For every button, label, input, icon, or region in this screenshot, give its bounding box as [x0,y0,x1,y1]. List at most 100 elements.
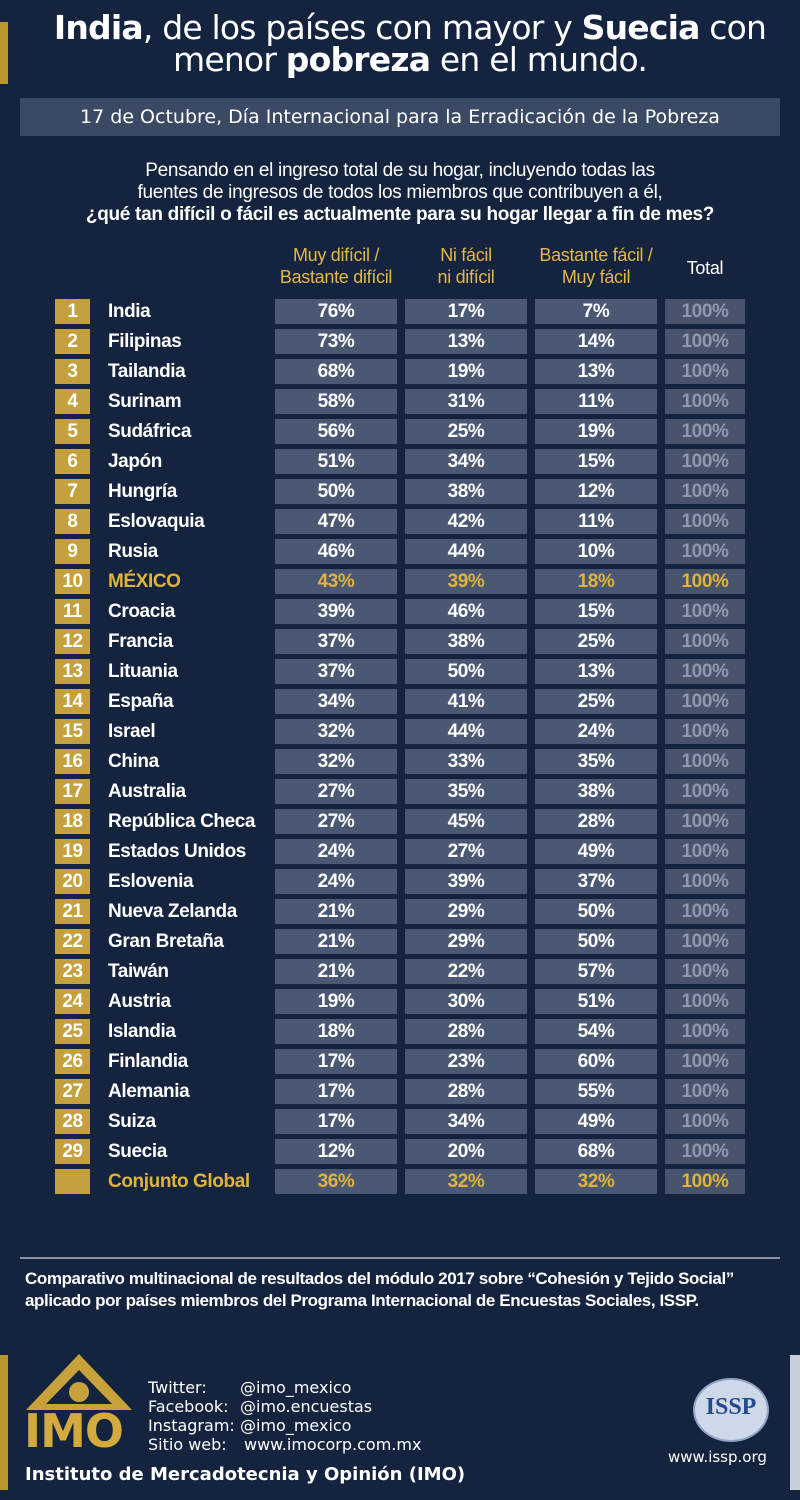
social-label: Instagram: [148,1416,235,1435]
value-cell: 60% [535,1049,657,1074]
rank-badge: 27 [55,1079,90,1104]
country-name: Estados Unidos [108,841,246,862]
country-name: Croacia [108,601,175,622]
total-cell: 100% [665,989,745,1014]
rank-badge: 23 [55,959,90,984]
value-cell: 49% [535,839,657,864]
value-cell: 38% [405,479,527,504]
value-cell: 49% [535,1109,657,1134]
value-cell: 12% [275,1139,397,1164]
value-cell: 17% [275,1079,397,1104]
country-name: República Checa [108,811,256,832]
value-cell: 11% [535,389,657,414]
value-cell: 32% [405,1169,527,1194]
title-part: con [699,8,767,47]
rank-badge: 17 [55,779,90,804]
total-cell: 100% [665,539,745,564]
value-cell: 43% [275,569,397,594]
global-label: Conjunto Global [108,1171,250,1192]
country-name: España [108,691,174,712]
country-name: Australia [108,781,186,802]
rank-badge: 26 [55,1049,90,1074]
value-cell: 37% [275,659,397,684]
country-name: Rusia [108,541,158,562]
value-cell: 17% [275,1049,397,1074]
country-name: Filipinas [108,331,182,352]
rank-badge: 1 [55,299,90,324]
rank-badge [55,1169,90,1194]
value-cell: 21% [275,929,397,954]
column-header: Total [686,258,724,278]
rank-badge: 15 [55,719,90,744]
imo-logo: IMO [24,1404,124,1458]
value-cell: 20% [405,1139,527,1164]
total-cell: 100% [665,779,745,804]
title-part: menor [172,40,286,79]
value-cell: 19% [405,359,527,384]
social-handle: www.imocorp.com.mx [244,1435,422,1454]
rank-badge: 9 [55,539,90,564]
value-cell: 21% [275,959,397,984]
total-cell: 100% [665,659,745,684]
value-cell: 18% [535,569,657,594]
total-cell: 100% [665,359,745,384]
country-name: Suiza [108,1111,156,1132]
rank-badge: 6 [55,449,90,474]
column-header: Bastante fácil / [539,245,653,265]
organization: Instituto de Mercadotecnia y Opinión (IM… [25,1464,466,1485]
value-cell: 36% [275,1169,397,1194]
rank-badge: 12 [55,629,90,654]
total-cell: 100% [665,959,745,984]
accent-bar [0,22,8,84]
value-cell: 58% [275,389,397,414]
value-cell: 19% [275,989,397,1014]
title-part: pobreza [285,40,431,79]
title-line: menor pobreza en el mundo. [20,43,800,76]
value-cell: 50% [275,479,397,504]
rank-badge: 24 [55,989,90,1014]
social-handle: @imo.encuestas [240,1397,373,1416]
total-cell: 100% [665,419,745,444]
total-cell: 100% [665,599,745,624]
value-cell: 50% [535,929,657,954]
social-handle: @imo_mexico [240,1416,352,1435]
value-cell: 19% [535,419,657,444]
country-name: China [108,751,159,772]
value-cell: 56% [275,419,397,444]
value-cell: 10% [535,539,657,564]
social-label: Sitio web: [148,1435,227,1454]
country-name: Lituania [108,661,178,682]
country-name: Gran Bretaña [108,931,224,952]
value-cell: 24% [275,869,397,894]
imo-triangle [26,1354,132,1410]
value-cell: 17% [405,299,527,324]
value-cell: 47% [275,509,397,534]
total-cell: 100% [665,329,745,354]
accent-bar [0,1355,8,1490]
value-cell: 54% [535,1019,657,1044]
rank-badge: 8 [55,509,90,534]
rank-badge: 10 [55,569,90,594]
question-line: Pensando en el ingreso total de su hogar… [145,160,655,181]
country-name: Taiwán [108,961,169,982]
value-cell: 28% [535,809,657,834]
rank-badge: 21 [55,899,90,924]
country-name: Nueva Zelanda [108,901,237,922]
column-header: Ni fácil [440,245,492,265]
country-name: Finlandia [108,1051,188,1072]
rank-badge: 16 [55,749,90,774]
value-cell: 18% [275,1019,397,1044]
value-cell: 29% [405,929,527,954]
total-cell: 100% [665,449,745,474]
total-cell: 100% [665,749,745,774]
value-cell: 28% [405,1079,527,1104]
accent-bar [790,1355,800,1490]
value-cell: 15% [535,599,657,624]
question-line: ¿qué tan difícil o fácil es actualmente … [85,204,715,225]
rank-badge: 18 [55,809,90,834]
value-cell: 27% [275,779,397,804]
rank-badge: 13 [55,659,90,684]
column-header: ni difícil [437,267,495,287]
value-cell: 14% [535,329,657,354]
rank-badge: 29 [55,1139,90,1164]
